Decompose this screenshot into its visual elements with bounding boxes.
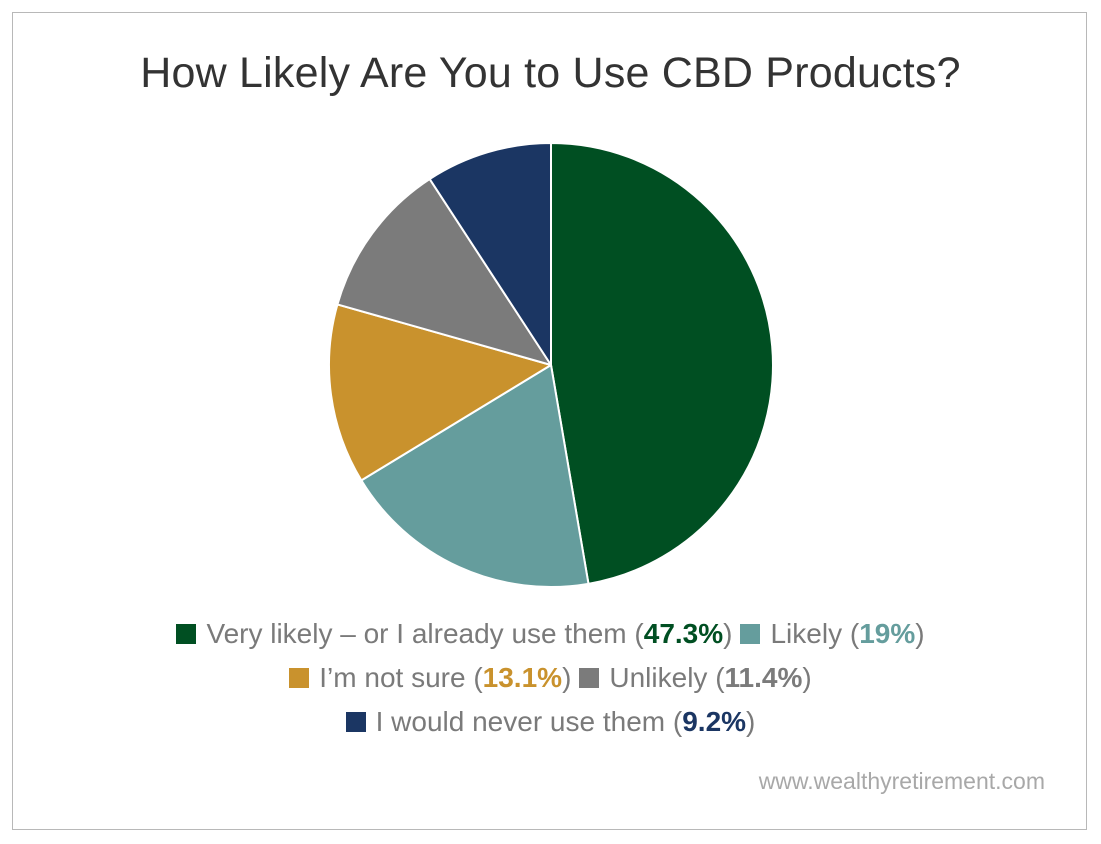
pie-slice-unlikely: [336, 178, 552, 366]
legend-row-2: I’m not sure (13.1%) Unlikely (11.4%): [0, 656, 1101, 700]
legend-value-unlikely: 11.4%: [724, 662, 803, 693]
legend-item-very-likely: Very likely – or I already use them (47.…: [176, 618, 732, 650]
legend-swatch-never: [345, 712, 366, 732]
legend: Very likely – or I already use them (47.…: [0, 612, 1101, 744]
legend-label-never: I would never use them: [375, 706, 666, 737]
legend-swatch-not-sure: [289, 668, 310, 688]
legend-label-likely: Likely: [770, 618, 843, 649]
legend-item-not-sure: I’m not sure (13.1%): [289, 662, 571, 694]
legend-item-unlikely: Unlikely (11.4%): [579, 662, 812, 694]
legend-swatch-likely: [740, 624, 761, 644]
legend-label-not-sure: I’m not sure: [319, 662, 466, 693]
legend-label-unlikely: Unlikely: [609, 662, 708, 693]
source-credit: www.wealthyretirement.com: [758, 768, 1045, 794]
legend-swatch-unlikely: [579, 668, 600, 688]
legend-value-not-sure: 13.1%: [482, 662, 563, 693]
legend-label-very-likely: Very likely – or I already use them: [206, 618, 627, 649]
pie-slice-likely: [360, 364, 590, 588]
legend-value-likely: 19%: [859, 618, 916, 649]
legend-item-never: I would never use them (9.2%): [345, 706, 755, 738]
pie-slice-never: [428, 142, 552, 366]
legend-row-1: Very likely – or I already use them (47.…: [0, 612, 1101, 656]
legend-item-likely: Likely (19%): [740, 618, 925, 650]
pie-slice-not-sure: [327, 303, 552, 482]
chart-title: How Likely Are You to Use CBD Products?: [140, 49, 961, 97]
legend-row-3: I would never use them (9.2%): [0, 700, 1101, 744]
legend-value-never: 9.2%: [682, 706, 747, 737]
legend-value-very-likely: 47.3%: [643, 618, 724, 649]
pie-slice-very-likely: [550, 142, 774, 585]
legend-swatch-very-likely: [176, 624, 197, 644]
